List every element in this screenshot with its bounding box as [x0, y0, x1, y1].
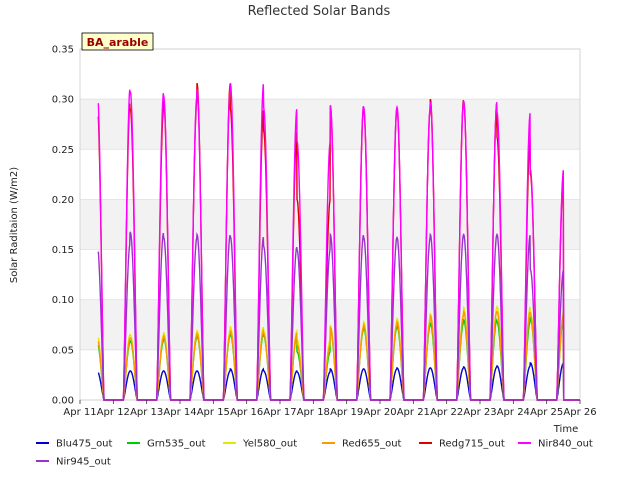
x-tick-label: Apr 20 — [363, 407, 396, 418]
legend: Blu475_out Grn535_out Yel580_out Red655_out… — [36, 439, 593, 468]
y-axis-label: Solar Raditaion (W/m2) — [9, 167, 20, 283]
y-tick-label: 0.20 — [52, 195, 74, 206]
x-tick-label: Apr 15 — [197, 407, 230, 418]
x-tick-label: Apr 12 — [97, 407, 130, 418]
x-tick-label: Apr 11 — [63, 407, 96, 418]
badge-label: BA_arable — [87, 36, 149, 49]
x-tick-label: Apr 25 — [530, 407, 563, 418]
x-tick-label: Apr 16 — [230, 407, 263, 418]
x-axis-label: Time — [553, 424, 578, 435]
x-tick-label: Apr 22 — [430, 407, 463, 418]
y-tick-label: 0.05 — [52, 345, 74, 356]
legend-label: Redg715_out — [439, 439, 505, 450]
x-tick-label: Apr 18 — [297, 407, 330, 418]
series-line-nir945_out — [97, 231, 580, 401]
y-tick-label: 0.00 — [52, 396, 74, 407]
legend-label: Red655_out — [342, 439, 402, 450]
chart-title: Reflected Solar Bands — [248, 4, 391, 19]
x-tick-label: Apr 14 — [163, 407, 196, 418]
x-tick-label: Apr 21 — [397, 407, 430, 418]
legend-label: Yel580_out — [242, 439, 297, 450]
y-tick-label: 0.10 — [52, 295, 74, 306]
legend-label: Nir945_out — [56, 457, 111, 468]
series-lines — [97, 82, 580, 401]
y-tick-label: 0.25 — [52, 145, 74, 156]
x-tick-label: Apr 23 — [463, 407, 496, 418]
y-tick-label: 0.30 — [52, 95, 74, 106]
y-tick-label: 0.15 — [52, 245, 74, 256]
badge: BA_arable — [81, 32, 154, 51]
legend-label: Blu475_out — [56, 439, 113, 450]
y-tick-label: 0.35 — [52, 45, 74, 56]
x-tick-label: Apr 26 — [563, 407, 596, 418]
legend-label: Grn535_out — [147, 439, 206, 450]
x-tick-label: Apr 19 — [330, 407, 363, 418]
legend-label: Nir840_out — [538, 439, 593, 450]
x-tick-label: Apr 17 — [263, 407, 296, 418]
x-tick-label: Apr 13 — [130, 407, 163, 418]
plot-frame — [79, 48, 581, 401]
x-tick-label: Apr 24 — [497, 407, 530, 418]
